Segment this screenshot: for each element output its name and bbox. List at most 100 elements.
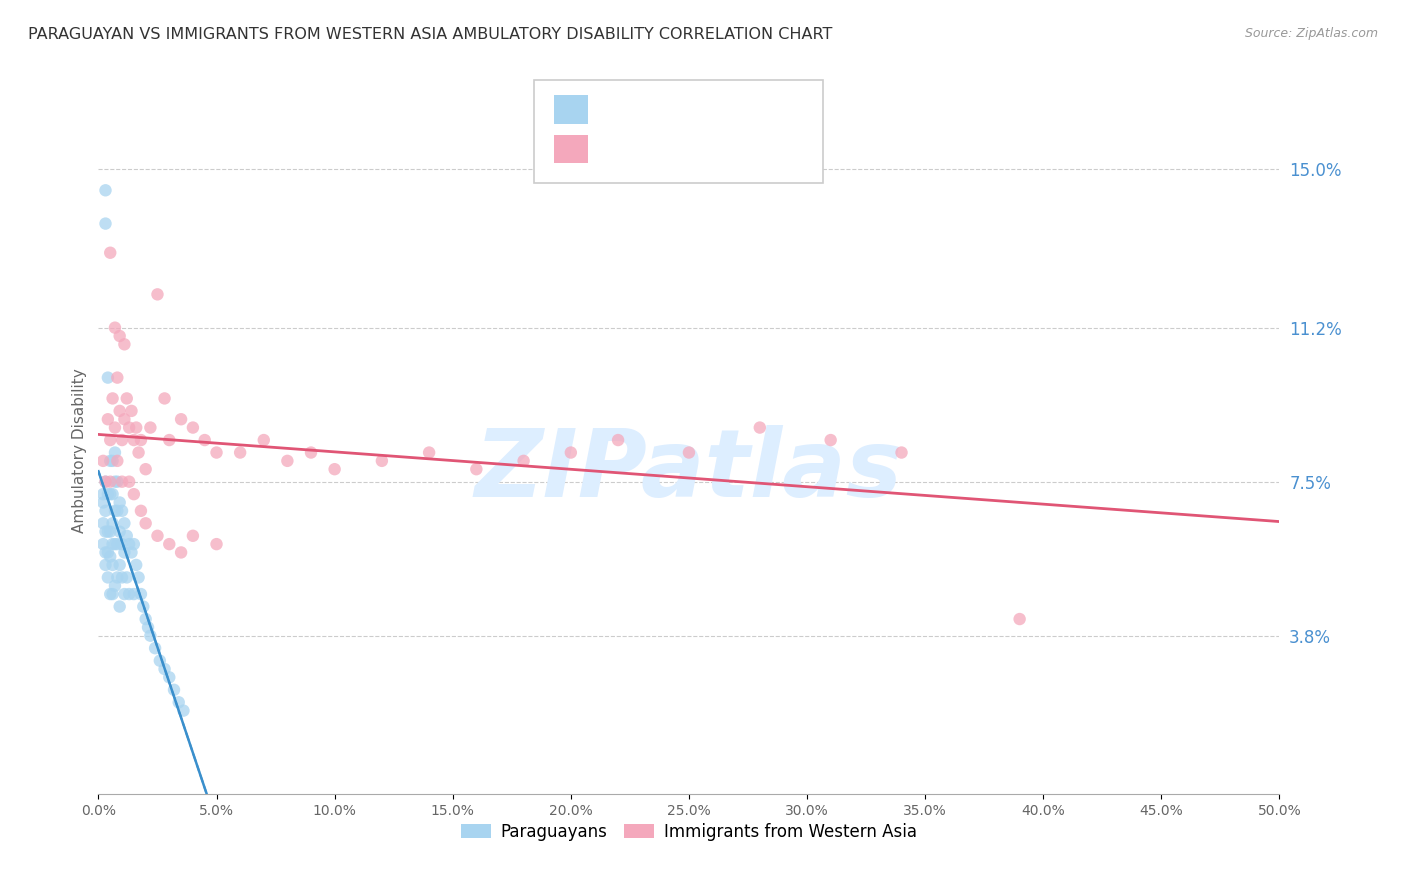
Point bbox=[98, 475, 121, 489]
Point bbox=[101, 587, 124, 601]
Point bbox=[98, 524, 121, 539]
Point bbox=[205, 445, 228, 459]
Point bbox=[118, 587, 141, 601]
Point bbox=[104, 420, 127, 434]
Point bbox=[153, 662, 176, 676]
Point bbox=[105, 537, 128, 551]
Point bbox=[91, 454, 114, 468]
Point bbox=[112, 587, 135, 601]
Point bbox=[128, 445, 150, 459]
Point bbox=[139, 629, 162, 643]
Point bbox=[111, 537, 134, 551]
Point bbox=[205, 537, 228, 551]
Point bbox=[112, 337, 135, 351]
Point bbox=[101, 454, 124, 468]
Point bbox=[111, 475, 134, 489]
Point bbox=[194, 433, 217, 447]
Point bbox=[112, 545, 135, 559]
Point bbox=[890, 445, 912, 459]
Point bbox=[108, 524, 131, 539]
Point bbox=[98, 433, 121, 447]
Point bbox=[276, 454, 298, 468]
Point bbox=[104, 579, 127, 593]
Point bbox=[418, 445, 440, 459]
Point bbox=[98, 587, 121, 601]
Point bbox=[146, 287, 169, 301]
Point bbox=[181, 420, 204, 434]
Point bbox=[111, 433, 134, 447]
Point bbox=[122, 587, 145, 601]
Point bbox=[253, 433, 276, 447]
Point bbox=[323, 462, 346, 476]
Point bbox=[108, 599, 131, 614]
Point bbox=[101, 487, 124, 501]
Point bbox=[101, 558, 124, 572]
Point bbox=[94, 475, 117, 489]
Text: N =: N = bbox=[692, 140, 740, 158]
Point bbox=[112, 412, 135, 426]
Point bbox=[94, 504, 117, 518]
Point bbox=[108, 329, 131, 343]
Point bbox=[136, 620, 159, 634]
Point bbox=[111, 504, 134, 518]
Point bbox=[91, 495, 114, 509]
Text: ZIPatlas: ZIPatlas bbox=[475, 425, 903, 517]
Point bbox=[560, 445, 582, 459]
Point bbox=[135, 462, 157, 476]
Point bbox=[104, 475, 127, 489]
Point bbox=[94, 475, 117, 489]
Point bbox=[371, 454, 394, 468]
Text: 67: 67 bbox=[737, 101, 759, 119]
Point bbox=[121, 404, 143, 418]
Point bbox=[97, 487, 120, 501]
Point bbox=[105, 454, 128, 468]
Point bbox=[98, 454, 121, 468]
Point bbox=[181, 529, 204, 543]
Point bbox=[229, 445, 252, 459]
Point bbox=[105, 504, 128, 518]
Point bbox=[105, 475, 128, 489]
Point bbox=[108, 495, 131, 509]
Text: N =: N = bbox=[692, 101, 740, 119]
Text: PARAGUAYAN VS IMMIGRANTS FROM WESTERN ASIA AMBULATORY DISABILITY CORRELATION CHA: PARAGUAYAN VS IMMIGRANTS FROM WESTERN AS… bbox=[28, 27, 832, 42]
Point bbox=[97, 524, 120, 539]
Point bbox=[115, 570, 138, 584]
Point bbox=[163, 682, 186, 697]
Point bbox=[121, 545, 143, 559]
Point bbox=[101, 392, 124, 406]
Point bbox=[111, 570, 134, 584]
Point bbox=[104, 320, 127, 334]
Point bbox=[153, 392, 176, 406]
Point bbox=[91, 537, 114, 551]
Point bbox=[115, 529, 138, 543]
Point bbox=[146, 529, 169, 543]
Point bbox=[748, 420, 770, 434]
Point bbox=[512, 454, 534, 468]
Point bbox=[108, 558, 131, 572]
Point bbox=[118, 537, 141, 551]
Point bbox=[157, 433, 180, 447]
Point bbox=[149, 654, 172, 668]
Point bbox=[122, 537, 145, 551]
Point bbox=[129, 504, 152, 518]
Point bbox=[1008, 612, 1031, 626]
Point bbox=[135, 612, 157, 626]
Point bbox=[108, 404, 131, 418]
Point bbox=[97, 545, 120, 559]
Y-axis label: Ambulatory Disability: Ambulatory Disability bbox=[72, 368, 87, 533]
Point bbox=[94, 183, 117, 197]
Text: R =: R = bbox=[598, 101, 634, 119]
Point bbox=[607, 433, 630, 447]
Point bbox=[101, 537, 124, 551]
Point bbox=[125, 420, 148, 434]
Text: 58: 58 bbox=[737, 140, 759, 158]
Point bbox=[172, 704, 194, 718]
Point bbox=[98, 245, 121, 260]
Point bbox=[170, 545, 193, 559]
Point bbox=[125, 558, 148, 572]
Point bbox=[105, 370, 128, 384]
Text: R =: R = bbox=[598, 140, 634, 158]
Point bbox=[91, 487, 114, 501]
Point bbox=[94, 524, 117, 539]
Point bbox=[97, 370, 120, 384]
